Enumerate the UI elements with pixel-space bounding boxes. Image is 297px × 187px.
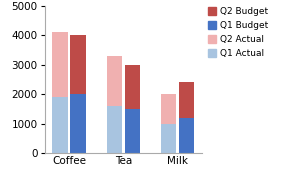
Bar: [52, 32, 68, 97]
Bar: [70, 94, 86, 153]
Bar: [161, 124, 176, 153]
Bar: [179, 118, 194, 153]
Bar: [107, 56, 122, 106]
Legend: Q2 Budget, Q1 Budget, Q2 Actual, Q1 Actual: Q2 Budget, Q1 Budget, Q2 Actual, Q1 Actu…: [208, 7, 268, 58]
Bar: [70, 35, 86, 94]
Bar: [179, 82, 194, 118]
Bar: [161, 94, 176, 124]
Bar: [107, 106, 122, 153]
Bar: [125, 65, 140, 109]
Bar: [52, 97, 68, 153]
Bar: [125, 109, 140, 153]
